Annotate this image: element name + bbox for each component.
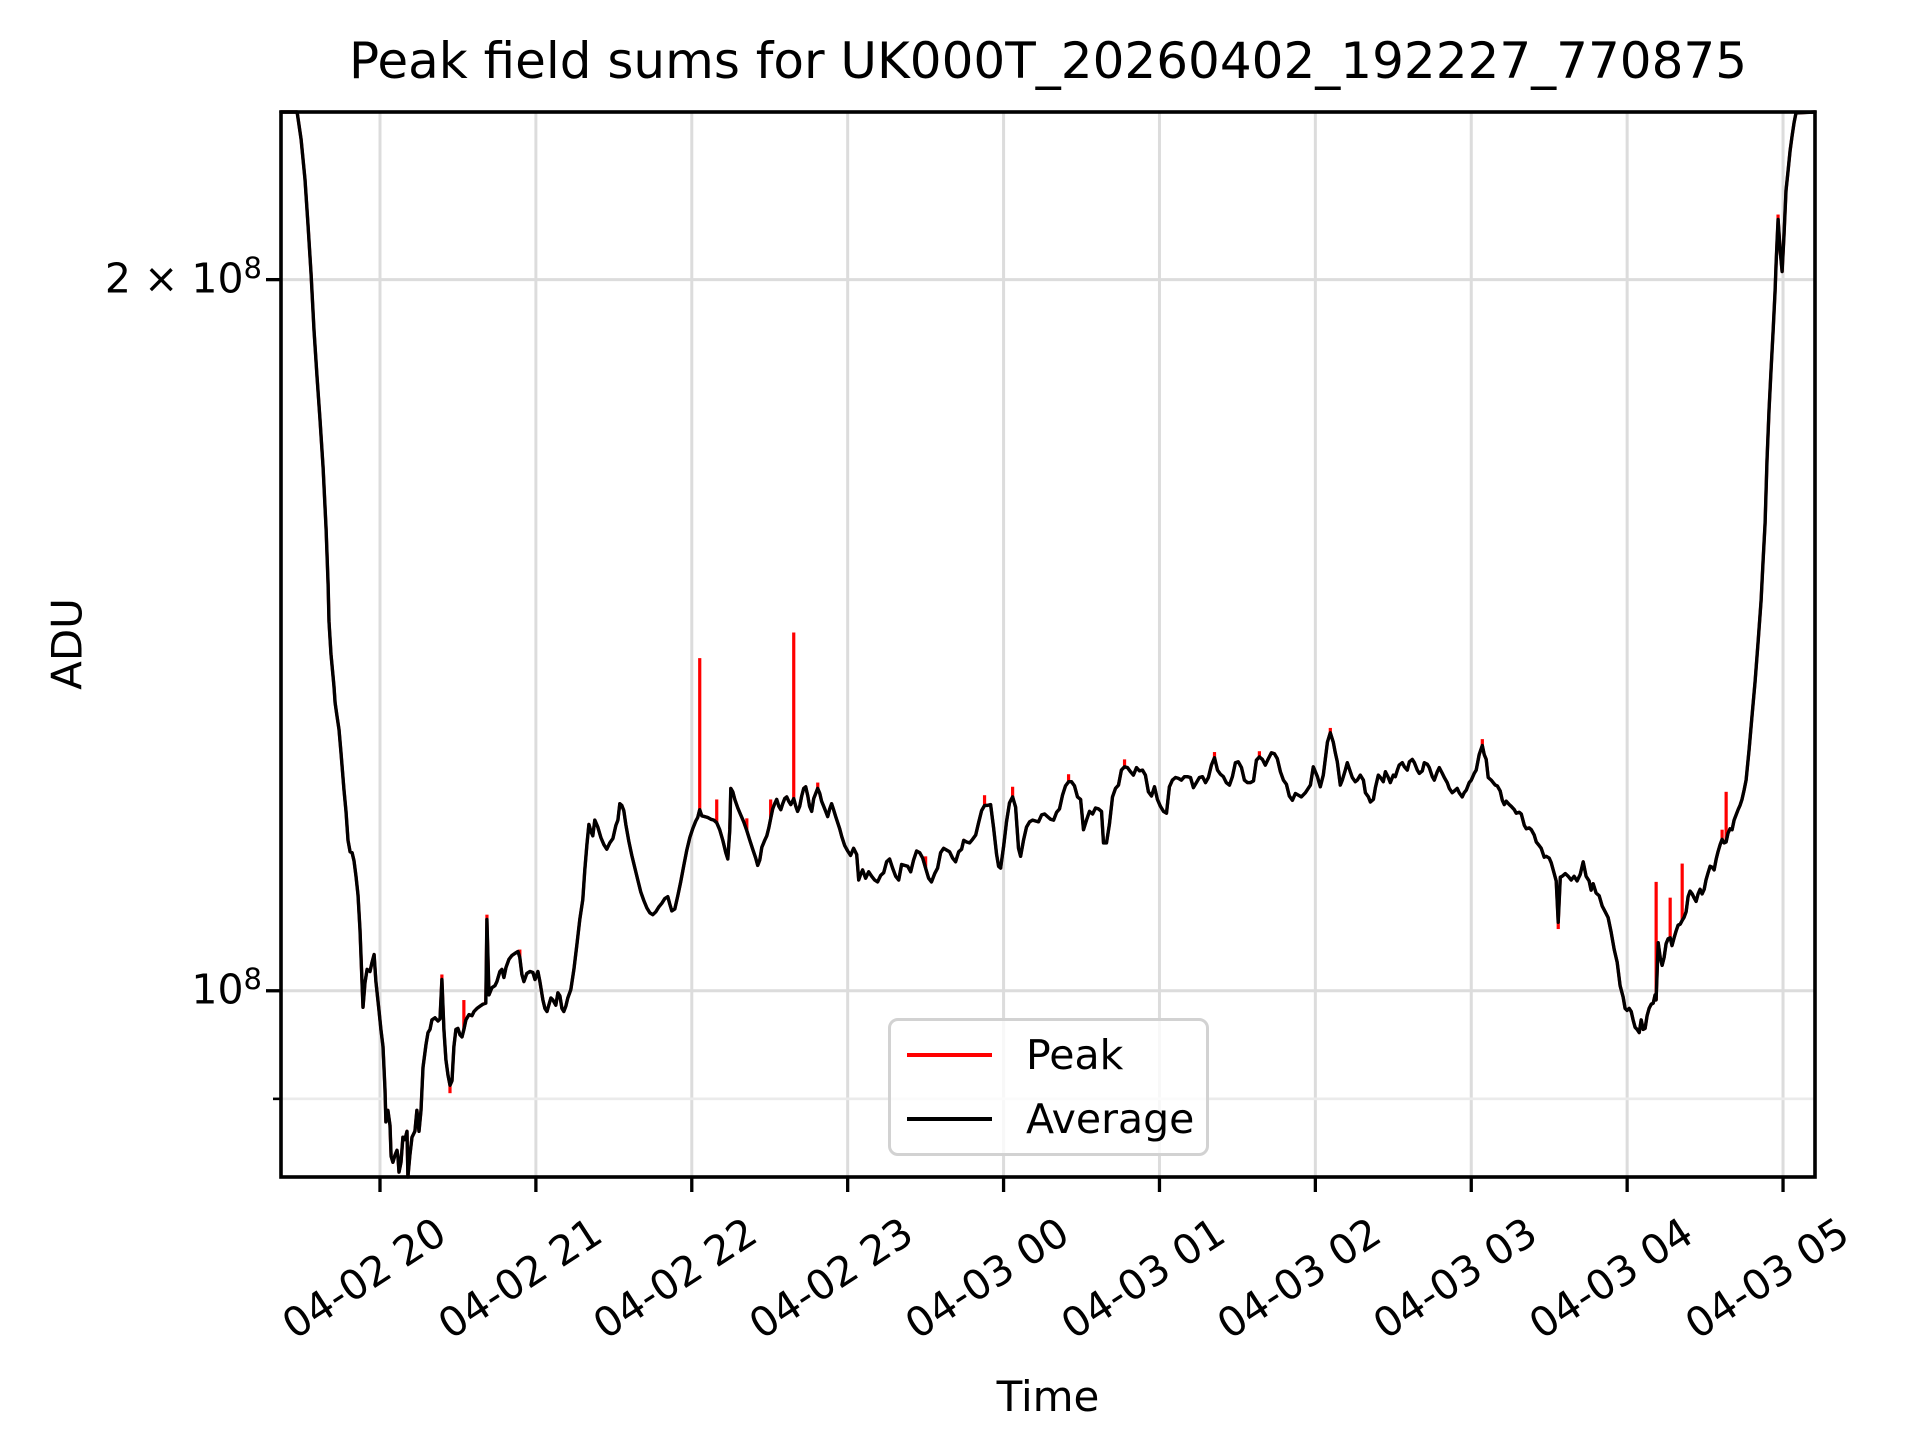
axes-spines bbox=[279, 110, 1817, 1179]
peak-line-sample bbox=[907, 1053, 992, 1057]
y-axis-label: ADU bbox=[42, 598, 92, 690]
legend: Peak Average bbox=[888, 1018, 1209, 1156]
legend-entry-peak: Peak bbox=[907, 1029, 1206, 1081]
legend-entry-average: Average bbox=[907, 1093, 1206, 1145]
average-series-line bbox=[279, 110, 1817, 1179]
legend-label-average: Average bbox=[1026, 1095, 1195, 1143]
average-line-sample bbox=[907, 1117, 992, 1121]
x-axis-label: Time bbox=[996, 1372, 1100, 1421]
legend-label-peak: Peak bbox=[1026, 1031, 1124, 1079]
y-tick-label: 108 bbox=[191, 961, 262, 1014]
y-tick-label: 2 × 108 bbox=[104, 250, 262, 303]
chart-title: Peak field sums for UK000T_20260402_1922… bbox=[348, 32, 1748, 90]
